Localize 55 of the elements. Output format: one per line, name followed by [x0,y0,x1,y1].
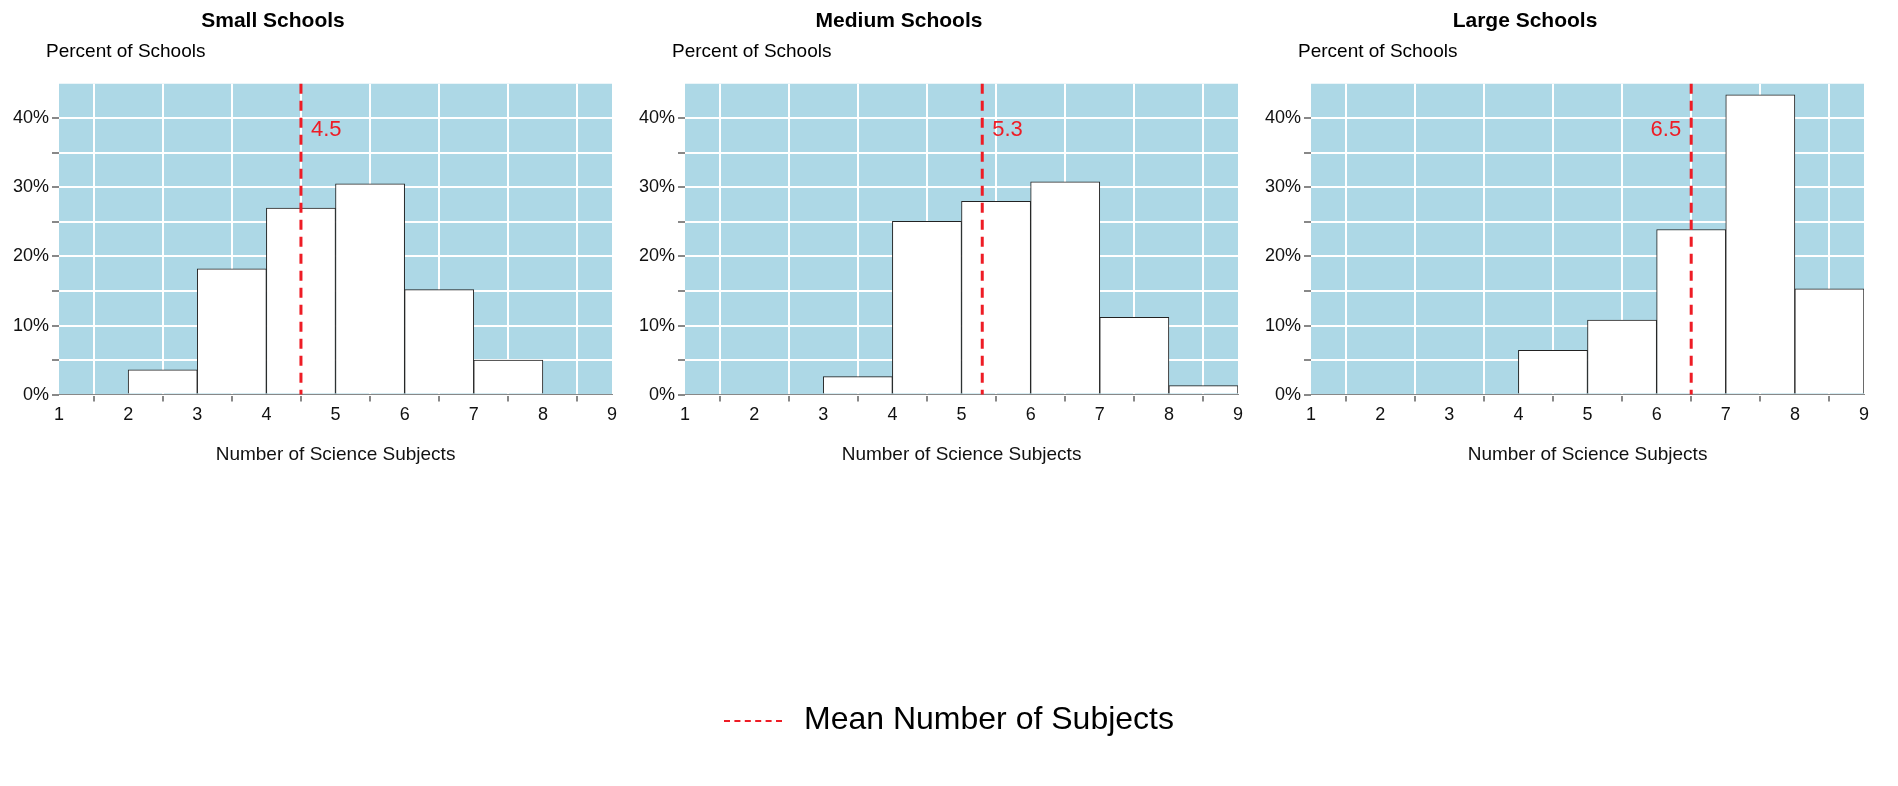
x-tick-label: 4 [261,404,272,425]
x-tick-label: 1 [1306,404,1317,425]
y-tick-label: 40% [639,107,676,128]
y-tick-label: 20% [1265,245,1302,266]
y-tick-label: 0% [23,383,50,404]
x-tick-label: 1 [54,404,65,425]
x-tick-label: 9 [1232,404,1244,425]
x-tick-label: 7 [1094,404,1105,425]
x-tick-label: 5 [330,404,341,425]
text: Mean Number of Subjects [804,700,1174,736]
ref-line-label: 5.3 [992,116,1023,142]
x-tick-label: 8 [1789,404,1800,425]
y-tick-label: 0% [649,383,676,404]
chart-title: Small Schools [200,7,346,33]
y-axis-title: Percent of Schools [672,40,833,63]
x-tick-label: 9 [1858,404,1870,425]
x-tick-label: 6 [1025,404,1036,425]
x-tick-label: 8 [537,404,548,425]
x-tick-label: 2 [749,404,760,425]
x-tick-label: 3 [818,404,829,425]
x-axis-title: Number of Science Subjects [1467,442,1708,464]
y-tick-label: 20% [639,245,676,266]
x-tick-label: 7 [1720,404,1731,425]
x-tick-label: 6 [399,404,410,425]
x-tick-label: 2 [1375,404,1386,425]
y-tick-label: 10% [639,314,676,335]
y-axis-title: Percent of Schools [46,40,207,63]
y-tick-label: 0% [1275,383,1302,404]
y-tick-label: 40% [1265,107,1302,128]
chart-title: Large Schools [1451,7,1599,33]
ref-line-label: 4.5 [310,116,342,142]
x-tick-label: 5 [956,404,967,425]
x-tick-label: 6 [1651,404,1662,425]
y-tick-label: 10% [1265,314,1302,335]
y-tick-label: 10% [13,314,50,335]
x-tick-label: 5 [1582,404,1593,425]
x-tick-label: 4 [1513,404,1524,425]
x-tick-label: 2 [123,404,134,425]
ref-line-label: 6.5 [1650,116,1682,142]
y-tick-label: 20% [13,245,50,266]
x-tick-label: 9 [606,404,618,425]
y-tick-label: 30% [639,176,676,197]
x-axis-title: Number of Science Subjects [841,442,1082,464]
y-tick-label: 40% [13,107,50,128]
y-axis-title: Percent of Schools [1298,40,1459,63]
x-tick-label: 3 [1444,404,1455,425]
y-tick-label: 30% [1265,176,1302,197]
x-tick-label: 3 [192,404,203,425]
chart-title: Medium Schools [814,7,984,33]
y-tick-label: 30% [13,176,50,197]
x-tick-label: 8 [1163,404,1174,425]
x-tick-label: 4 [887,404,898,425]
x-axis-title: Number of Science Subjects [215,442,456,464]
x-tick-label: 7 [468,404,479,425]
x-tick-label: 1 [680,404,691,425]
